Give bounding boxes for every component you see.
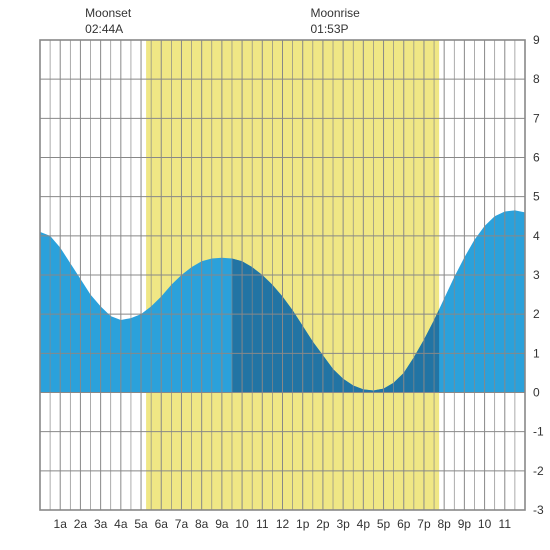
x-tick-label: 9p bbox=[458, 517, 472, 531]
x-tick-label: 3p bbox=[336, 517, 350, 531]
y-tick-label: 9 bbox=[533, 33, 540, 47]
chart-svg: -3-2-101234567891a2a3a4a5a6a7a8a9a101112… bbox=[0, 0, 550, 550]
y-tick-label: 0 bbox=[533, 386, 540, 400]
x-tick-label: 4p bbox=[357, 517, 371, 531]
y-tick-label: -3 bbox=[533, 503, 544, 517]
y-tick-label: 6 bbox=[533, 151, 540, 165]
x-tick-label: 2a bbox=[74, 517, 88, 531]
x-tick-label: 5a bbox=[134, 517, 148, 531]
y-tick-label: -2 bbox=[533, 464, 544, 478]
x-tick-label: 11 bbox=[499, 517, 512, 531]
moonset-annotation: Moonset 02:44A bbox=[85, 6, 131, 37]
y-tick-label: 3 bbox=[533, 268, 540, 282]
y-tick-label: -1 bbox=[533, 425, 544, 439]
x-tick-label: 9a bbox=[215, 517, 229, 531]
moonset-title: Moonset bbox=[85, 6, 131, 20]
x-tick-label: 11 bbox=[256, 517, 269, 531]
x-tick-label: 12 bbox=[276, 517, 290, 531]
x-tick-label: 1p bbox=[296, 517, 310, 531]
x-tick-label: 7p bbox=[417, 517, 431, 531]
x-tick-label: 4a bbox=[114, 517, 128, 531]
moonrise-time: 01:53P bbox=[310, 22, 359, 38]
x-tick-label: 6a bbox=[155, 517, 169, 531]
x-tick-label: 8a bbox=[195, 517, 209, 531]
y-tick-label: 7 bbox=[533, 111, 540, 125]
moonrise-annotation: Moonrise 01:53P bbox=[310, 6, 359, 37]
x-tick-label: 8p bbox=[437, 517, 451, 531]
x-tick-label: 5p bbox=[377, 517, 391, 531]
y-tick-label: 5 bbox=[533, 190, 540, 204]
moonset-time: 02:44A bbox=[85, 22, 131, 38]
x-tick-label: 7a bbox=[175, 517, 189, 531]
x-tick-label: 1a bbox=[54, 517, 68, 531]
x-tick-label: 2p bbox=[316, 517, 330, 531]
y-tick-label: 2 bbox=[533, 307, 540, 321]
x-tick-label: 10 bbox=[478, 517, 492, 531]
x-tick-label: 3a bbox=[94, 517, 108, 531]
y-tick-label: 8 bbox=[533, 72, 540, 86]
x-tick-label: 10 bbox=[235, 517, 249, 531]
x-tick-label: 6p bbox=[397, 517, 411, 531]
tide-chart: -3-2-101234567891a2a3a4a5a6a7a8a9a101112… bbox=[0, 0, 550, 550]
y-tick-label: 1 bbox=[533, 346, 540, 360]
y-tick-label: 4 bbox=[533, 229, 540, 243]
moonrise-title: Moonrise bbox=[310, 6, 359, 20]
